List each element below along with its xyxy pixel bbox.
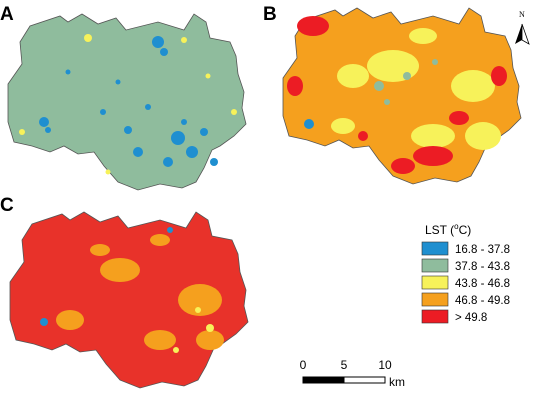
scale-bar: 0 5 10 km [300, 358, 405, 389]
panel-a-cool-patches [39, 36, 218, 167]
panel-c-mid-patches [173, 307, 214, 353]
panel-label-c: C [0, 195, 14, 216]
legend-swatch [421, 292, 449, 307]
legend-swatch [421, 275, 449, 290]
legend-swatch [421, 258, 449, 273]
legend-title: LST (oC) [425, 222, 471, 237]
scale-tick-label: 0 [300, 358, 307, 372]
panel-label-b: B [263, 4, 277, 25]
legend-swatch [421, 241, 449, 256]
map-panel-a [7, 13, 247, 191]
legend-label: 37.8 - 43.8 [455, 261, 510, 273]
legend-label: > 49.8 [455, 312, 487, 324]
legend-label: 46.8 - 49.8 [455, 295, 510, 307]
scale-tick-label: 5 [341, 358, 348, 372]
panel-b-cool-patches [304, 59, 438, 129]
scale-unit-label: km [389, 375, 405, 389]
map-panel-b [282, 7, 522, 185]
legend: LST (oC) 16.8 - 37.8 37.8 - 43.8 43.8 - … [421, 222, 510, 324]
panel-label-a: A [0, 4, 14, 25]
panel-b-mid-patches [331, 28, 501, 150]
scale-tick-label: 10 [378, 358, 392, 372]
panel-c-cool-patches [40, 227, 173, 326]
legend-label: 16.8 - 37.8 [455, 244, 510, 256]
north-arrow-label: N [519, 10, 525, 19]
panel-c-warm-patches [56, 234, 224, 350]
map-panel-c [9, 211, 249, 389]
panel-a-warm-patches [19, 34, 237, 175]
legend-swatch [421, 309, 449, 324]
panel-b-hot-patches [287, 16, 507, 174]
north-arrow-icon [515, 23, 530, 45]
legend-label: 43.8 - 46.8 [455, 278, 510, 290]
